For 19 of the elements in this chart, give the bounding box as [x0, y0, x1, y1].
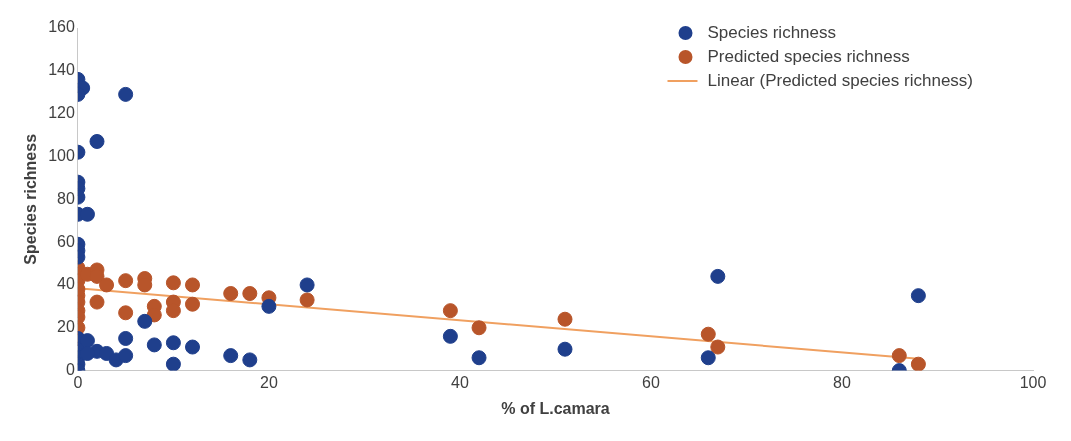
x-tick-label: 100	[1019, 373, 1047, 391]
y-tick-label: 80	[57, 189, 75, 207]
y-axis-title: Species richness	[22, 133, 40, 265]
x-axis-title: % of L.camara	[501, 399, 610, 417]
y-tick-label: 120	[48, 104, 75, 122]
x-tick-label: 60	[642, 373, 660, 391]
legend-label: Predicted species richness	[707, 46, 910, 66]
legend-label: Linear (Predicted species richness)	[707, 70, 974, 90]
y-tick-label: 40	[57, 275, 75, 293]
y-tick-label: 60	[57, 232, 75, 250]
y-tick-label: 0	[65, 361, 75, 379]
y-tick-label: 100	[48, 146, 75, 164]
x-tick-label: 80	[833, 373, 851, 391]
y-tick-label: 140	[48, 61, 75, 79]
legend-label: Species richness	[707, 22, 837, 42]
y-tick-label: 20	[57, 318, 75, 336]
y-tick-label: 160	[48, 18, 75, 36]
x-tick-label: 20	[260, 373, 278, 391]
x-tick-label: 40	[451, 373, 469, 391]
